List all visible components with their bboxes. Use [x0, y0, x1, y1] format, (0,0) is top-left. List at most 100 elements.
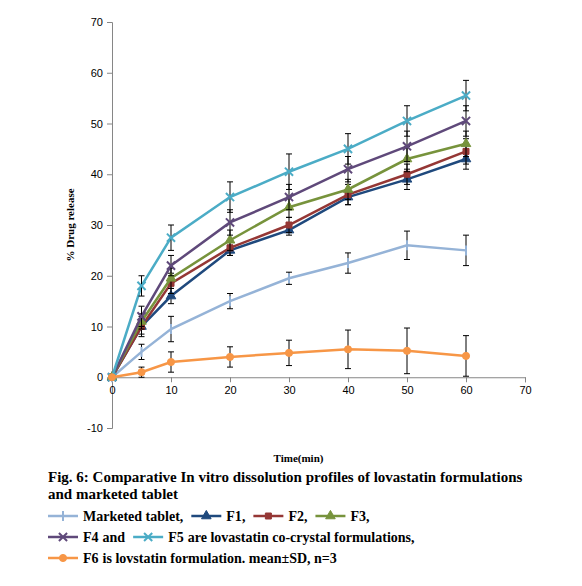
legend-label: F2	[288, 509, 304, 524]
tick-label: 70	[91, 16, 103, 28]
error-bar	[345, 330, 351, 369]
marker	[170, 324, 172, 334]
annotation: and	[103, 530, 126, 545]
series	[108, 328, 469, 381]
tick-mark	[289, 377, 290, 382]
tick: -10	[87, 422, 112, 434]
tick-mark	[107, 73, 112, 74]
error-bar	[168, 316, 174, 341]
tick: 70	[519, 377, 531, 396]
annotation: is lovstatin formulation. mean±SD, n=3	[103, 551, 337, 566]
tick: 60	[91, 67, 112, 79]
error-bar	[168, 352, 174, 372]
tick: 70	[91, 16, 112, 28]
tick-label: 60	[91, 67, 103, 79]
tick-mark	[107, 124, 112, 125]
tick-mark	[466, 377, 467, 382]
error-bar	[139, 367, 145, 377]
marker	[226, 353, 233, 360]
marker	[167, 262, 175, 270]
error-bar	[286, 340, 292, 365]
tick-label: 10	[165, 384, 177, 396]
error-bar	[286, 272, 292, 284]
marker	[462, 352, 469, 359]
marker	[167, 234, 175, 242]
marker	[403, 117, 411, 125]
x-axis: 010203040506070	[109, 377, 531, 396]
tick: 30	[91, 219, 112, 231]
annotation: are lovastatin co-crystal formulations,	[188, 530, 415, 545]
error-bar	[404, 231, 410, 259]
marker	[343, 184, 353, 192]
series	[107, 131, 471, 380]
error-bar	[227, 294, 233, 309]
tick-label: 30	[283, 384, 295, 396]
marker	[285, 193, 293, 201]
marker	[288, 273, 290, 283]
marker	[229, 296, 231, 306]
legend-swatch	[48, 533, 78, 541]
tick-mark	[348, 377, 349, 382]
legend-swatch	[48, 511, 78, 521]
y-axis: -10 0 10 20 30 40 50 60 70	[87, 16, 112, 434]
marker	[347, 258, 349, 268]
marker	[138, 369, 145, 376]
annotation: ,	[180, 509, 184, 524]
tick-label: -10	[87, 422, 103, 434]
series	[109, 231, 469, 382]
tick-mark	[107, 428, 112, 429]
marker	[462, 92, 470, 100]
tick-label: 20	[224, 384, 236, 396]
legend-label: F5	[168, 530, 184, 545]
tick: 30	[283, 377, 295, 396]
title: Fig. 6: Comparative In vitro dissolution…	[48, 469, 523, 502]
series	[107, 149, 471, 380]
marker	[137, 282, 145, 290]
legend-swatch	[48, 554, 78, 561]
marker	[465, 245, 467, 255]
y-axis-title: % Drug release	[64, 188, 76, 261]
tick-label: 30	[91, 219, 103, 231]
tick: 40	[91, 168, 112, 180]
marker	[141, 347, 143, 357]
marker	[285, 168, 293, 176]
legend-swatch	[253, 513, 283, 519]
error-bar	[139, 344, 145, 359]
error-bar	[463, 235, 469, 265]
legend-label: F6	[83, 551, 99, 566]
tick-mark	[230, 377, 231, 382]
x-axis-title: Time(min)	[274, 452, 324, 465]
tick: 40	[342, 377, 354, 396]
marker	[344, 346, 351, 353]
series	[108, 106, 470, 382]
tick-label: 0	[97, 371, 103, 383]
line	[112, 151, 466, 377]
tick: 50	[91, 118, 112, 130]
error-bar	[286, 217, 292, 232]
tick-label: 40	[91, 168, 103, 180]
tick-mark	[107, 327, 112, 328]
tick: 20	[91, 270, 112, 282]
annotation: ,	[366, 509, 370, 524]
legend-label: F3	[350, 509, 366, 524]
marker	[108, 374, 115, 381]
marker	[344, 145, 352, 153]
marker	[403, 142, 411, 150]
legend-label: F1	[226, 509, 242, 524]
annotation: ,	[304, 509, 308, 524]
background	[0, 0, 582, 586]
tick-label: 70	[519, 384, 531, 396]
tick-label: 10	[91, 321, 103, 333]
legend-swatch	[133, 533, 163, 541]
line	[112, 96, 466, 378]
marker	[406, 240, 408, 250]
tick-mark	[407, 377, 408, 382]
tick-mark	[107, 276, 112, 277]
line	[112, 159, 466, 377]
marker	[167, 358, 174, 365]
tick-label: 50	[91, 118, 103, 130]
marker	[285, 349, 292, 356]
tick-mark	[171, 377, 172, 382]
marker	[403, 347, 410, 354]
axis-line	[107, 23, 113, 429]
